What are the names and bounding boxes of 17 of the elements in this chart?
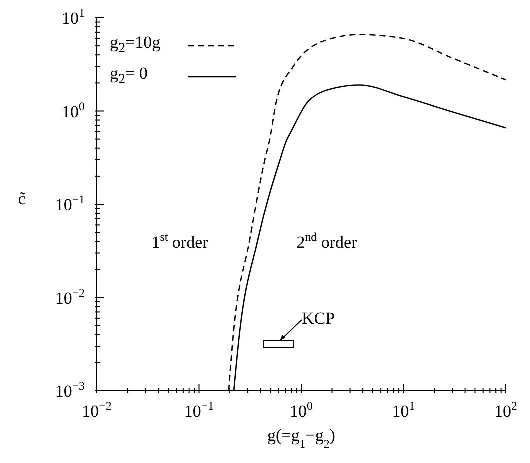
y-axis-title: c̃ [18, 190, 26, 208]
annotation: 2$^{nd}$ order [296, 230, 358, 252]
legend-label: g$_{2}$= 0 [110, 63, 149, 90]
legend-label: g$_{2}$=10g [110, 32, 162, 58]
x-tick-label: 10$^{−2}$ [82, 399, 112, 421]
x-axis-title: g(=g$_{1}$−g$_{2}$) [268, 426, 336, 451]
annotation: 1$^{st}$ order [152, 230, 209, 252]
x-tick-label: 10$^{1}$ [392, 399, 416, 421]
x-tick-label: 10$^{−1}$ [184, 399, 214, 421]
y-tick-label: 10$^{−2}$ [55, 286, 86, 308]
y-tick-label: 10$^{−1}$ [55, 192, 86, 214]
y-tick-label: 10$^{−3}$ [55, 379, 86, 401]
x-tick-label: 10$^{2}$ [494, 399, 518, 421]
y-tick-label: 10$^{1}$ [62, 6, 86, 28]
annotation: KCP [302, 309, 336, 328]
y-tick-label: 10$^{0}$ [62, 99, 86, 122]
x-tick-label: 10$^{0}$ [290, 399, 314, 421]
